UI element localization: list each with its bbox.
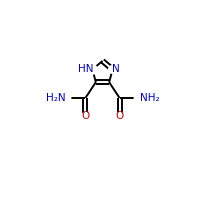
Text: N: N xyxy=(112,64,120,74)
Text: H₂N: H₂N xyxy=(46,93,65,103)
Circle shape xyxy=(82,113,89,120)
Circle shape xyxy=(88,65,97,74)
Text: O: O xyxy=(81,111,90,121)
Circle shape xyxy=(116,113,123,120)
Circle shape xyxy=(58,92,71,104)
Text: HN: HN xyxy=(78,64,93,74)
Text: NH₂: NH₂ xyxy=(140,93,159,103)
Text: O: O xyxy=(115,111,124,121)
Circle shape xyxy=(109,66,116,73)
Circle shape xyxy=(134,92,147,104)
